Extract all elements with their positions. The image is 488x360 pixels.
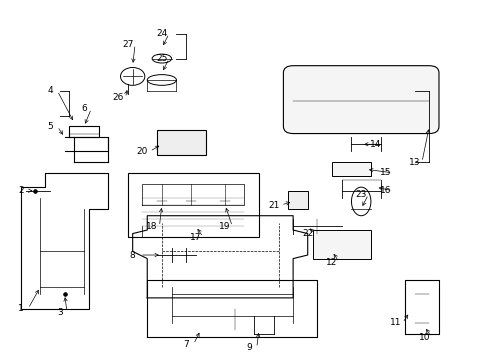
Text: 27: 27 <box>122 40 133 49</box>
Text: 21: 21 <box>267 201 279 210</box>
Text: 7: 7 <box>183 340 189 349</box>
Text: 12: 12 <box>325 258 337 267</box>
Text: 20: 20 <box>137 147 148 156</box>
Text: 3: 3 <box>57 308 62 317</box>
Text: 17: 17 <box>190 233 201 242</box>
Text: 11: 11 <box>388 318 400 327</box>
Bar <box>157 130 205 155</box>
Bar <box>331 162 370 176</box>
Text: 19: 19 <box>219 222 230 231</box>
Text: 14: 14 <box>369 140 381 149</box>
Text: 9: 9 <box>246 343 252 352</box>
Text: 8: 8 <box>129 251 135 260</box>
Text: 5: 5 <box>47 122 53 131</box>
Bar <box>287 191 307 208</box>
Text: 26: 26 <box>112 93 123 102</box>
Bar <box>127 173 259 237</box>
Text: 1: 1 <box>18 304 23 313</box>
Text: 2: 2 <box>18 186 23 195</box>
Text: 6: 6 <box>81 104 87 113</box>
Text: 24: 24 <box>156 29 167 38</box>
Text: 15: 15 <box>379 168 390 177</box>
Text: 18: 18 <box>146 222 158 231</box>
Text: 10: 10 <box>418 333 429 342</box>
Text: 4: 4 <box>47 86 53 95</box>
FancyBboxPatch shape <box>283 66 438 134</box>
Text: 25: 25 <box>156 54 167 63</box>
Text: 22: 22 <box>302 229 313 238</box>
Bar <box>312 230 370 258</box>
Text: 16: 16 <box>379 186 390 195</box>
Text: 13: 13 <box>408 158 420 167</box>
Text: 23: 23 <box>355 190 366 199</box>
